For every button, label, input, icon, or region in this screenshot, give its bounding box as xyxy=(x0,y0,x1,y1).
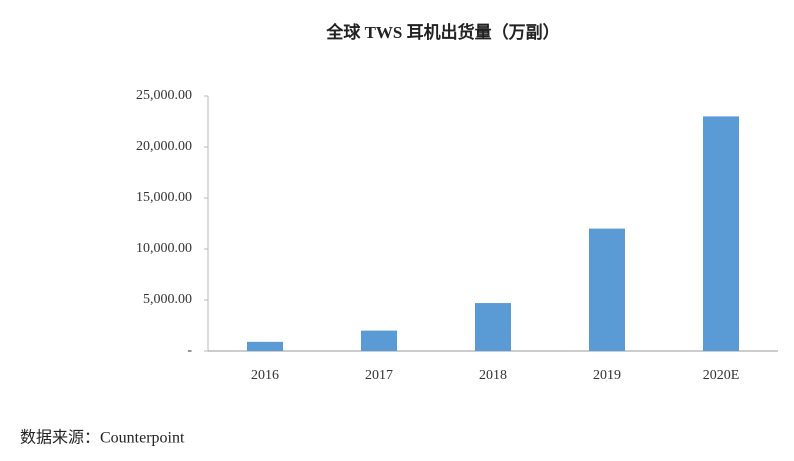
bar xyxy=(475,303,511,351)
x-tick-label: 2020E xyxy=(703,368,740,383)
bar xyxy=(703,116,739,352)
bar xyxy=(589,228,625,351)
bar xyxy=(361,330,397,351)
y-tick-label: 25,000.00 xyxy=(136,88,192,103)
y-tick-label: 10,000.00 xyxy=(136,241,192,256)
x-tick-label: 2018 xyxy=(479,368,507,383)
y-tick-label: 15,000.00 xyxy=(136,190,192,205)
x-tick-label: 2019 xyxy=(593,368,621,383)
y-tick-label: 20,000.00 xyxy=(136,139,192,154)
bar xyxy=(247,341,283,351)
source-note: 数据来源：Counterpoint xyxy=(20,429,185,447)
x-tick-label: 2017 xyxy=(365,368,393,383)
y-tick-label: - xyxy=(187,343,192,358)
y-tick-label: 5,000.00 xyxy=(143,292,192,307)
chart-title: 全球 TWS 耳机出货量（万副） xyxy=(325,22,559,42)
x-tick-label: 2016 xyxy=(251,368,279,383)
